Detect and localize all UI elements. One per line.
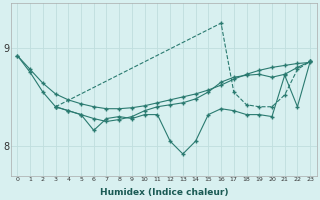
X-axis label: Humidex (Indice chaleur): Humidex (Indice chaleur) xyxy=(100,188,228,197)
